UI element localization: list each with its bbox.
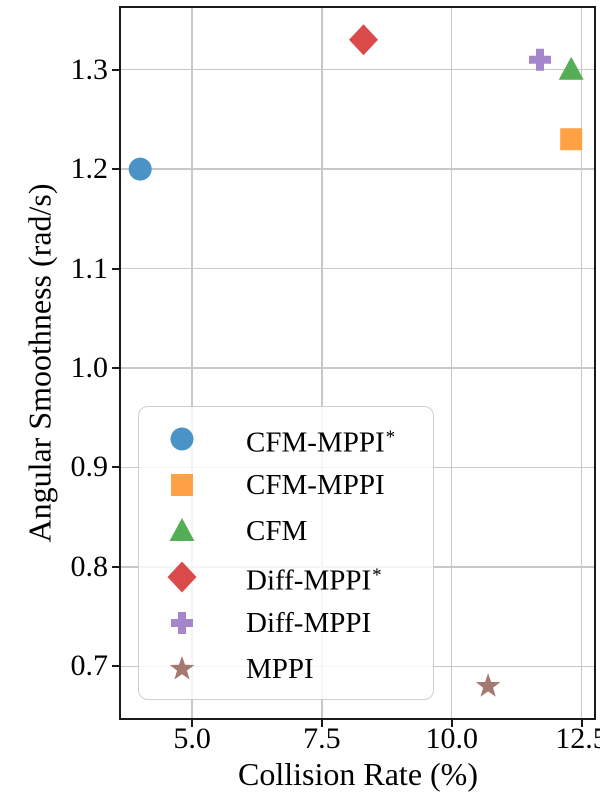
y-tick	[112, 168, 119, 171]
x-tick	[580, 720, 583, 727]
gridline-vertical	[450, 8, 453, 718]
legend-item-label: CFM	[246, 515, 308, 547]
x-tick-label: 12.5	[555, 722, 600, 755]
legend-item-cfm-mppi-square: CFM-MPPI	[139, 462, 433, 508]
x-tick	[450, 720, 453, 727]
diamond-marker-icon	[167, 561, 197, 593]
circle-marker-icon	[170, 427, 194, 451]
gridline-horizontal	[121, 267, 594, 270]
y-tick-label: 1.2	[70, 152, 109, 186]
gridline-vertical	[321, 8, 323, 718]
legend-item-label: Diff-MPPI	[246, 607, 372, 639]
square-marker-icon	[171, 474, 193, 496]
legend-item-cfm-mppi-circle: CFM-MPPI*	[139, 416, 433, 462]
legend-item-label: CFM-MPPI*	[246, 426, 396, 459]
x-axis-label: Collision Rate (%)	[238, 756, 478, 792]
y-tick	[112, 366, 119, 369]
star-marker-icon	[169, 656, 195, 680]
legend-item-diff-mppi-diamond: Diff-MPPI*	[139, 554, 433, 600]
triangle-marker-icon	[169, 518, 195, 541]
x-tick	[320, 720, 323, 727]
y-tick-label: 1.1	[70, 251, 109, 285]
legend-item-cfm-triangle: CFM	[139, 508, 433, 554]
x-tick	[191, 720, 194, 727]
plot-area: CFM-MPPI* CFM-MPPI CFM Diff-MPPI* Diff-MPPI M…	[119, 6, 596, 720]
x-tick-label: 10.0	[425, 722, 478, 755]
superscript-asterisk: *	[385, 426, 396, 448]
legend-item-label: MPPI	[246, 653, 314, 685]
legend-item-mppi-star: MPPI	[139, 646, 433, 692]
y-tick	[112, 68, 119, 71]
y-tick-label: 0.8	[70, 549, 109, 583]
y-tick-label: 1.0	[70, 350, 109, 384]
y-tick-label: 0.9	[70, 450, 109, 484]
x-tick-label: 7.5	[303, 722, 341, 755]
x-tick-label: 5.0	[173, 722, 211, 755]
gridline-horizontal	[121, 68, 594, 71]
gridline-horizontal	[121, 367, 594, 369]
y-tick	[112, 466, 119, 469]
y-tick	[112, 267, 119, 270]
gridline-vertical	[191, 8, 193, 718]
y-tick	[112, 565, 119, 568]
legend-item-label: Diff-MPPI*	[246, 564, 382, 597]
gridline-vertical	[580, 8, 583, 718]
gridline-horizontal	[121, 168, 594, 170]
plus-marker-icon	[171, 612, 193, 634]
legend-item-diff-mppi-plus: Diff-MPPI	[139, 600, 433, 646]
y-tick	[112, 665, 119, 668]
legend: CFM-MPPI* CFM-MPPI CFM Diff-MPPI* Diff-MPPI M…	[138, 406, 434, 700]
legend-item-label: CFM-MPPI	[246, 469, 385, 501]
y-tick-label: 0.7	[70, 649, 109, 683]
y-tick-label: 1.3	[70, 52, 109, 86]
superscript-asterisk: *	[372, 564, 382, 586]
